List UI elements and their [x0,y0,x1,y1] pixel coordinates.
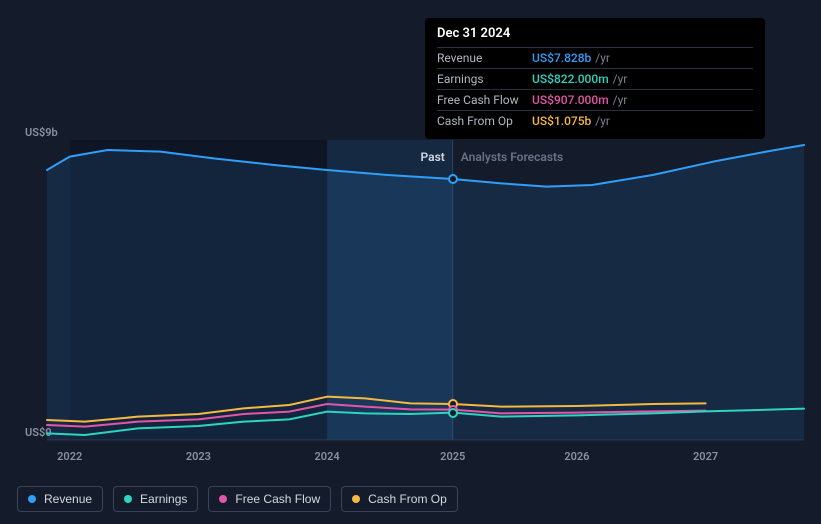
legend-dot [352,495,360,503]
x-axis-tick: 2022 [57,450,82,463]
tooltip-row-value: US$822.000m [532,72,609,86]
chart-legend: Revenue Earnings Free Cash Flow Cash From O… [17,486,458,512]
tooltip-row-label: Free Cash Flow [437,93,532,107]
legend-item-cash_from_op[interactable]: Cash From Op [341,486,458,512]
legend-label: Free Cash Flow [235,492,320,506]
x-axis-tick: 2026 [564,450,589,463]
tooltip-row-value: US$907.000m [532,93,609,107]
chart-container: Dec 31 2024 RevenueUS$7.828b/yrEarningsU… [17,0,804,524]
tooltip-row-label: Earnings [437,72,532,86]
tooltip-row-value: US$1.075b [532,114,591,128]
tooltip-row-label: Revenue [437,51,532,65]
legend-item-earnings[interactable]: Earnings [113,486,198,512]
tooltip-row: RevenueUS$7.828b/yr [437,47,753,68]
tooltip-row-unit: /yr [595,51,610,65]
legend-label: Cash From Op [368,492,447,506]
tooltip-row-unit: /yr [613,72,628,86]
series-marker [448,408,458,418]
tooltip-row: Free Cash FlowUS$907.000m/yr [437,89,753,110]
x-axis: 2022 2023 2024 2025 2026 2027 [47,450,804,470]
chart-tooltip: Dec 31 2024 RevenueUS$7.828b/yrEarningsU… [425,18,765,139]
x-axis-tick: 2023 [186,450,211,463]
legend-dot [219,495,227,503]
legend-label: Earnings [140,492,187,506]
tooltip-row: EarningsUS$822.000m/yr [437,68,753,89]
series-marker [448,174,458,184]
x-axis-tick: 2027 [693,450,718,463]
legend-dot [124,495,132,503]
legend-item-revenue[interactable]: Revenue [17,486,103,512]
legend-item-free_cash_flow[interactable]: Free Cash Flow [208,486,331,512]
tooltip-row-label: Cash From Op [437,114,532,128]
tooltip-row-value: US$7.828b [532,51,591,65]
tooltip-date: Dec 31 2024 [437,26,753,47]
past-section-label: Past [420,150,444,164]
x-axis-tick: 2024 [315,450,340,463]
x-axis-tick: 2025 [440,450,465,463]
chart-plot-area[interactable] [47,140,804,440]
legend-dot [28,495,36,503]
chart-svg [47,140,804,440]
tooltip-row: Cash From OpUS$1.075b/yr [437,110,753,131]
tooltip-row-unit: /yr [613,93,628,107]
y-axis-max-label: US$9b [25,126,58,139]
tooltip-row-unit: /yr [595,114,610,128]
forecast-section-label: Analysts Forecasts [461,150,563,164]
legend-label: Revenue [44,492,92,506]
